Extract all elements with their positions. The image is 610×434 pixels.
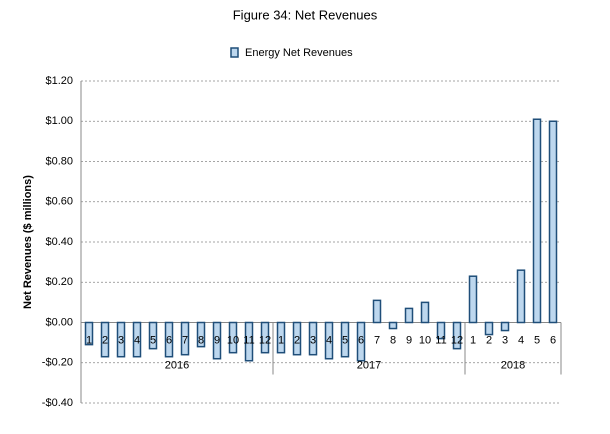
x-tick-label: 1 <box>278 334 284 346</box>
bar <box>292 321 302 356</box>
bar <box>468 275 478 324</box>
bar <box>356 321 366 362</box>
x-tick-label: 6 <box>358 334 364 346</box>
y-tick-label: $0.80 <box>45 155 73 167</box>
x-tick-label: 11 <box>435 334 446 346</box>
x-tick-label: 3 <box>310 334 316 346</box>
bar <box>228 321 238 354</box>
x-tick-label: 5 <box>150 334 156 346</box>
y-tick-label: $0.60 <box>45 196 73 208</box>
x-tick-label: 2 <box>294 334 300 346</box>
x-tick-label: 10 <box>419 334 431 346</box>
x-tick-label: 5 <box>534 334 540 346</box>
bar <box>452 321 462 350</box>
x-tick-label: 11 <box>243 334 254 346</box>
y-tick-label: $1.20 <box>45 75 73 87</box>
bar <box>372 299 382 324</box>
bar <box>196 321 206 348</box>
chart-title: Figure 34: Net Revenues <box>233 7 378 22</box>
bar <box>164 321 174 358</box>
y-axis-title: Net Revenues ($ millions) <box>22 175 34 309</box>
bar <box>340 321 350 358</box>
bar <box>500 321 510 332</box>
y-tick-label: $0.40 <box>45 236 73 248</box>
x-tick-label: 6 <box>550 334 556 346</box>
y-tick-label: $1.00 <box>45 115 73 127</box>
group-label: 2017 <box>357 359 381 371</box>
x-tick-label: 4 <box>134 334 140 346</box>
y-tick-label: -$0.40 <box>42 397 73 409</box>
x-tick-label: 12 <box>451 334 463 346</box>
y-tick-label: $0.20 <box>45 276 73 288</box>
x-tick-label: 2 <box>102 334 108 346</box>
x-tick-label: 2 <box>486 334 492 346</box>
bar <box>276 321 286 354</box>
bar <box>436 321 446 340</box>
y-tick-label: -$0.20 <box>42 357 73 369</box>
x-tick-label: 5 <box>342 334 348 346</box>
x-tick-label: 9 <box>406 334 412 346</box>
bar <box>116 321 126 358</box>
bar <box>388 321 398 330</box>
x-tick-label: 4 <box>326 334 332 346</box>
group-label: 2018 <box>501 359 525 371</box>
legend-swatch <box>230 47 239 58</box>
bar <box>532 118 542 324</box>
bar <box>308 321 318 356</box>
bar <box>324 321 334 360</box>
bar <box>260 321 270 354</box>
x-tick-label: 4 <box>518 334 524 346</box>
x-tick-label: 8 <box>198 334 204 346</box>
bar <box>404 307 414 324</box>
x-tick-label: 8 <box>390 334 396 346</box>
bar <box>244 321 254 362</box>
x-tick-label: 7 <box>182 334 188 346</box>
bar <box>484 321 494 336</box>
x-tick-label: 1 <box>470 334 476 346</box>
bar <box>180 321 190 356</box>
y-tick-label: $0.00 <box>45 316 73 328</box>
bar <box>548 120 558 324</box>
bar <box>84 321 94 346</box>
x-tick-label: 1 <box>86 334 92 346</box>
x-tick-label: 3 <box>118 334 124 346</box>
bar <box>516 269 526 324</box>
x-tick-label: 7 <box>374 334 380 346</box>
x-tick-label: 6 <box>166 334 172 346</box>
x-tick-label: 12 <box>259 334 271 346</box>
legend-label: Energy Net Revenues <box>245 47 353 59</box>
x-tick-label: 3 <box>502 334 508 346</box>
bar <box>148 321 158 350</box>
bar <box>132 321 142 358</box>
group-label: 2016 <box>165 359 189 371</box>
x-tick-label: 9 <box>214 334 220 346</box>
x-tick-label: 10 <box>227 334 239 346</box>
bar <box>420 301 430 324</box>
bar <box>212 321 222 360</box>
bar <box>100 321 110 358</box>
